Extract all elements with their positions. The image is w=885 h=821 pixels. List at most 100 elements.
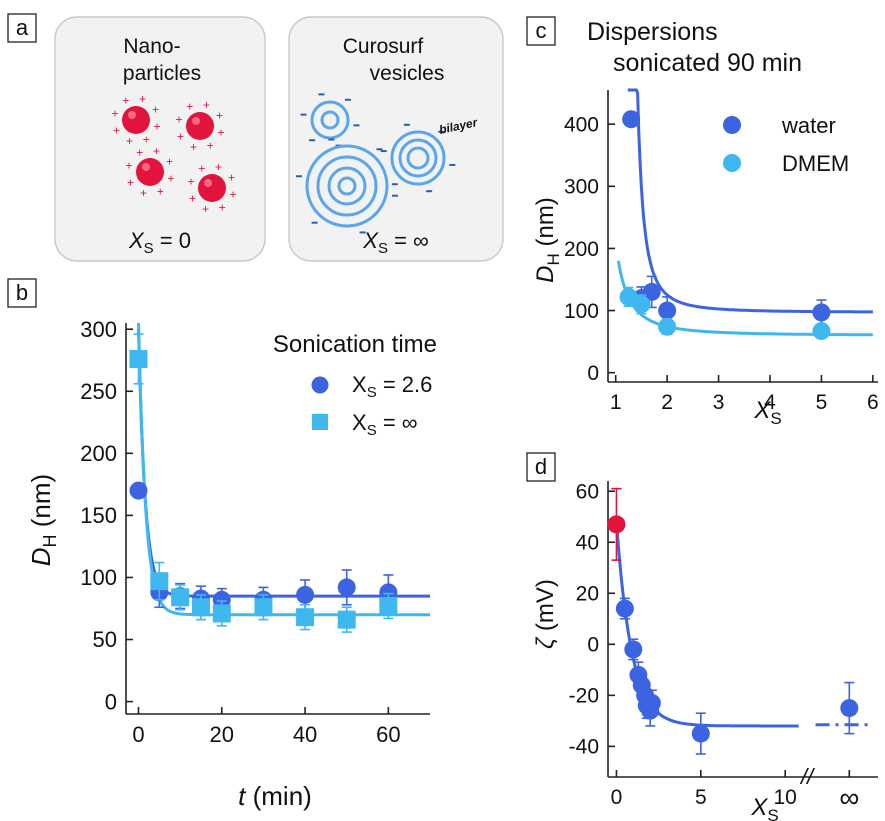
legend-marker-water	[723, 116, 741, 134]
panel-b: b DH (nm) t (min) Sonication time XS = 2…	[7, 278, 437, 811]
panel-b-label: b	[16, 280, 28, 305]
vesicle-bilayer-ring	[310, 100, 350, 140]
panel-c-x-tick-label: 4	[764, 391, 776, 414]
plus-charge-icon: +	[136, 146, 143, 160]
plus-charge-icon: +	[125, 158, 132, 172]
panel-d-x-tick-label: 5	[695, 786, 707, 809]
panel-c-label-box	[526, 16, 556, 46]
panel-c-title-line2: sonicated 90 min	[613, 49, 802, 77]
panel-c-fit-curve	[627, 88, 873, 314]
panel-b-data-point-circle	[379, 583, 398, 602]
nanoparticle-highlight	[204, 179, 212, 187]
panel-b-data-point-circle	[212, 590, 231, 609]
panel-d-data-point	[642, 694, 661, 712]
panel-d-y-tick-label: -40	[569, 736, 599, 759]
panel-b-data-point-square	[150, 572, 169, 591]
vesicles-box	[288, 16, 504, 262]
panel-c: c Dispersions sonicated 90 min DH (nm) X…	[526, 16, 879, 428]
plus-charge-icon: +	[157, 184, 164, 198]
panel-d-y-tick-label: 60	[576, 481, 599, 504]
panel-b-y-tick-label: 150	[80, 503, 117, 528]
panel-b-y-tick-label: 300	[80, 317, 117, 342]
nanoparticles-xs-label: XS = 0	[128, 228, 191, 257]
panel-b-data-point-square	[171, 588, 190, 607]
panel-b-data-point-square	[254, 598, 273, 617]
panel-b-ylabel: DH (nm)	[26, 474, 60, 566]
panel-b-data-point-square	[296, 608, 315, 627]
panel-c-x-tick-label: 2	[661, 391, 673, 414]
panel-d-x-tick-label-infinity: ∞	[839, 782, 859, 813]
panel-b-fit-curve	[137, 322, 430, 617]
vesicle-bilayer-ring	[398, 138, 438, 178]
panel-d-y-tick-label: -20	[569, 685, 599, 708]
panel-b-data-point-square	[379, 597, 398, 616]
panel-b-data-point-square	[212, 604, 231, 623]
panel-b-y-tick-label: 100	[80, 565, 117, 590]
plus-charge-icon: +	[203, 98, 210, 112]
panel-b-data-point-square	[129, 349, 148, 368]
panel-c-title-line1: Dispersions	[587, 18, 718, 46]
vesicle-bilayer-ring	[337, 176, 357, 196]
plus-charge-icon: +	[177, 129, 184, 143]
panel-d-label-box	[526, 452, 556, 482]
panel-d-data-point-nanoparticle	[607, 515, 626, 534]
nanoparticle-highlight	[142, 163, 150, 171]
nanoparticle: + + + + + + + +	[187, 160, 236, 216]
nanoparticle-sphere	[122, 106, 150, 134]
plus-charge-icon: +	[111, 106, 118, 120]
vesicle-bilayer-ring	[316, 155, 378, 217]
panel-d-y-tick-label: 0	[587, 634, 599, 657]
panel-c-data-point	[658, 317, 677, 336]
nanoparticle-sphere	[186, 112, 214, 140]
panel-d-y-tick-label: 40	[576, 532, 599, 555]
panel-b-y-tick-label: 0	[105, 689, 117, 714]
plus-charge-icon: +	[230, 188, 237, 202]
vesicle	[380, 123, 456, 193]
vesicle-bilayer-ring	[327, 166, 367, 206]
legend-label-dmem: DMEM	[782, 151, 849, 176]
panel-d-x-tick-label: 0	[611, 786, 623, 809]
nanoparticle: + + + + + + + +	[125, 144, 174, 200]
panel-a-label-box	[7, 13, 37, 43]
panel-d-xlabel: XS	[750, 794, 778, 821]
panel-b-xlabel: t (min)	[238, 781, 312, 811]
panel-c-y-tick-label: 400	[564, 114, 599, 137]
panel-d-ylabel: ζ (mV)	[532, 579, 559, 649]
panel-b-legend-title: Sonication time	[273, 331, 437, 358]
legend-marker-dmem	[723, 154, 741, 172]
panel-c-data-point	[658, 301, 677, 320]
panel-b-x-tick-label: 0	[132, 722, 144, 747]
panel-d-plot: -40 -20 0 20 40 60 0 5 10 ∞ //	[569, 481, 878, 813]
panel-b-data-point-circle	[296, 585, 315, 604]
plus-charge-icon: +	[154, 120, 161, 134]
panel-c-ylabel: DH (nm)	[532, 197, 563, 283]
legend-label-water: water	[781, 113, 836, 138]
panel-c-data-point	[642, 282, 661, 301]
panel-b-data-point-square	[191, 598, 210, 617]
panel-c-data-point	[622, 110, 641, 129]
panel-b-label-box	[7, 278, 37, 308]
plus-charge-icon: +	[228, 171, 235, 185]
plus-charge-icon: +	[202, 202, 209, 216]
panel-b-x-tick-label: 20	[210, 722, 234, 747]
panel-d-y-tick-label: 20	[576, 583, 599, 606]
panel-b-x-tick-label: 60	[376, 722, 400, 747]
panel-c-plot: 0 100 200 300 400 1 2 3 4 5 6	[564, 88, 879, 414]
plus-charge-icon: +	[127, 175, 134, 189]
panel-b-fit-curve	[137, 329, 430, 598]
panel-b-data-point-circle	[337, 578, 356, 597]
panel-a: a Nano- particles ++++++ ++++++++ ++++++++…	[7, 13, 504, 262]
panel-c-data-point	[632, 295, 651, 314]
panel-d-data-point-infinity	[840, 699, 859, 718]
plus-charge-icon: +	[218, 126, 225, 140]
plus-charge-icon: +	[122, 94, 129, 108]
plus-charge-icon: +	[143, 132, 150, 146]
nanoparticles-title-line1: Nano-	[123, 35, 180, 58]
plus-charge-icon: +	[190, 140, 197, 154]
panel-b-y-tick-label: 250	[80, 379, 117, 404]
vesicles-xs-label: XS = ∞	[362, 228, 428, 257]
plus-charge-icon: +	[139, 92, 146, 106]
panel-c-y-tick-label: 200	[564, 238, 599, 261]
panel-c-y-tick-label: 100	[564, 300, 599, 323]
panel-c-x-tick-label: 3	[713, 391, 725, 414]
